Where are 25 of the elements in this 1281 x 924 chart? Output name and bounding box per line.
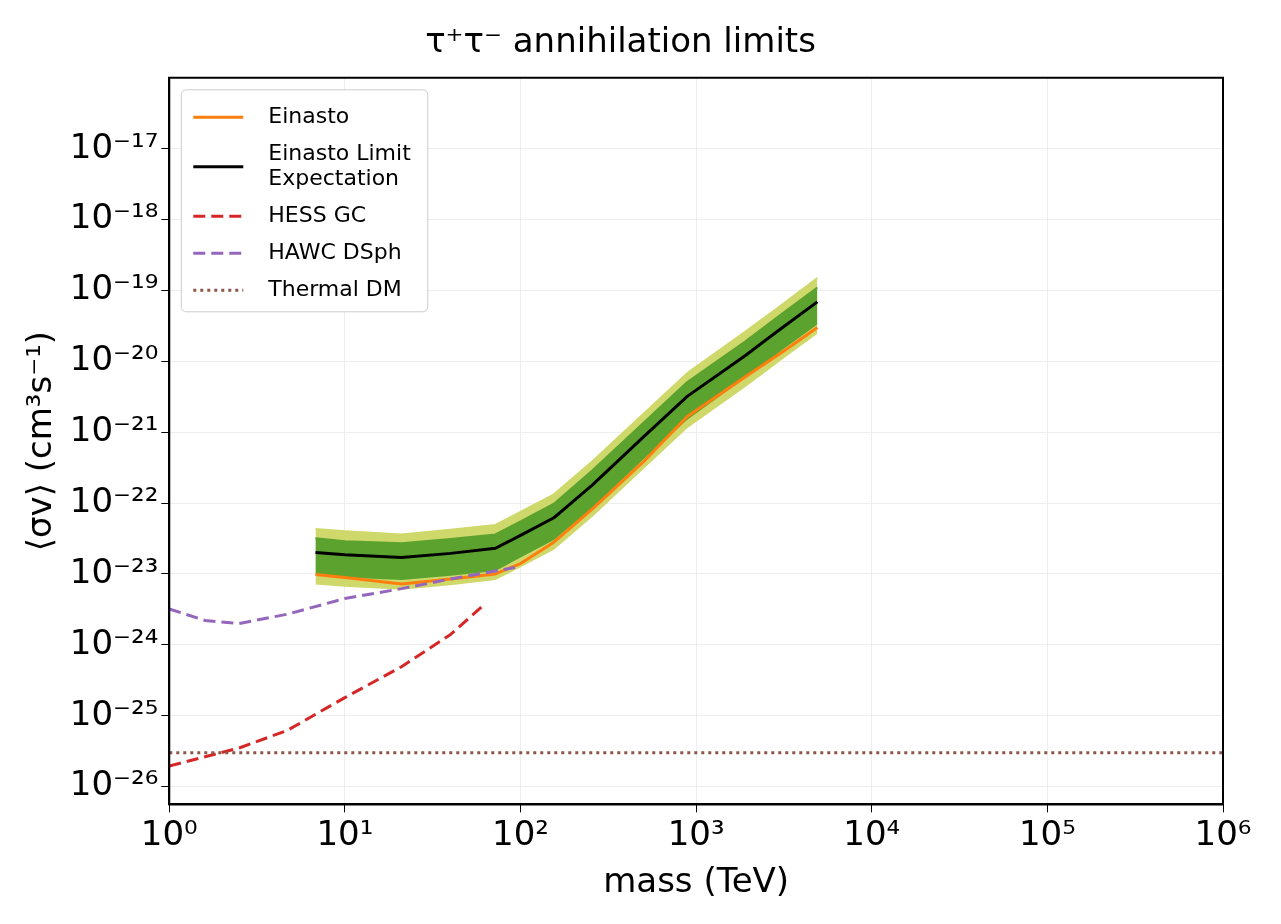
x-tick-label: 10² [492,812,549,853]
x-axis-title: mass (TeV) [603,860,790,901]
y-tick-label: 10⁻²¹ [69,409,159,449]
x-tick-label: 10¹ [316,812,374,853]
legend-label: HAWC DSph [268,239,402,265]
y-tick-label: 10⁻²⁰ [69,338,159,379]
y-tick-label: 10⁻²⁶ [69,763,159,804]
y-tick-label: 10⁻²⁵ [69,692,159,733]
y-axis-title: ⟨σv⟩ (cm³s⁻¹) [19,330,60,552]
y-tick-label: 10⁻²² [69,479,159,520]
legend-label: HESS GC [268,202,367,228]
x-tick-label: 10³ [667,812,725,853]
y-tick-label: 10⁻²³ [69,550,159,591]
x-tick-label: 10⁰ [140,812,198,853]
y-tick-label: 10⁻¹⁷ [69,125,159,166]
x-tick-label: 10⁵ [1018,812,1076,853]
x-tick-label: 10⁶ [1194,812,1252,853]
legend-label: Einasto Limit Expectation [268,140,412,191]
chart-title: τ⁺τ⁻ annihilation limits [425,20,816,61]
y-tick-label: 10⁻²⁴ [69,621,159,662]
legend-label: Einasto [268,103,350,129]
y-tick-label: 10⁻¹⁹ [69,267,159,308]
legend-label: Thermal DM [267,276,402,302]
x-tick-label: 10⁴ [843,812,901,853]
y-tick-label: 10⁻¹⁸ [69,196,159,237]
